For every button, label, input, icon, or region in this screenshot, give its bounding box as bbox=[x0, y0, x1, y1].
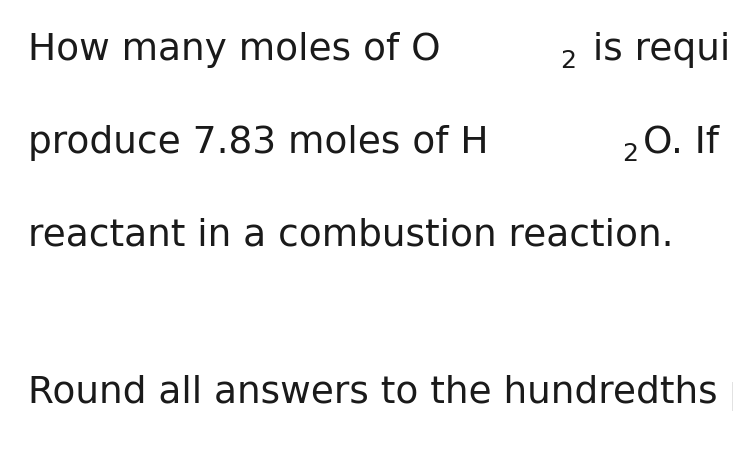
Text: How many moles of O: How many moles of O bbox=[28, 32, 441, 68]
Text: produce 7.83 moles of H: produce 7.83 moles of H bbox=[28, 125, 488, 161]
Text: O. If C: O. If C bbox=[643, 125, 733, 161]
Text: 2: 2 bbox=[622, 142, 638, 166]
Text: is required to: is required to bbox=[581, 32, 733, 68]
Text: Round all answers to the hundredths place.: Round all answers to the hundredths plac… bbox=[28, 375, 733, 411]
Text: reactant in a combustion reaction.: reactant in a combustion reaction. bbox=[28, 218, 674, 253]
Text: 2: 2 bbox=[560, 49, 576, 73]
